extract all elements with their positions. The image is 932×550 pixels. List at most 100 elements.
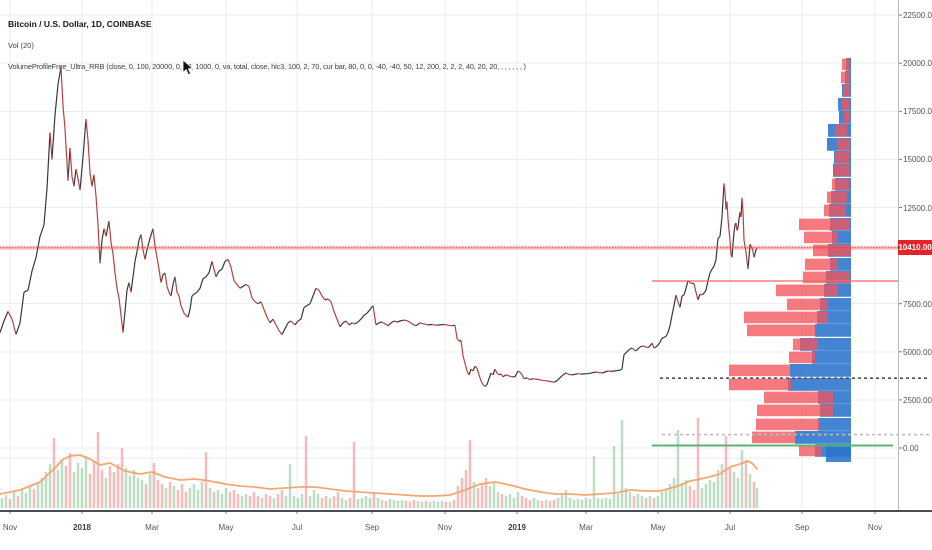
profile-bar-blue: [818, 418, 851, 431]
volume-bar: [164, 488, 168, 508]
volume-bar: [696, 418, 700, 508]
volume-bar: [152, 463, 156, 508]
volume-bar: [664, 490, 668, 508]
volume-bar: [376, 498, 380, 508]
volume-bar: [8, 499, 12, 508]
volume-bar: [140, 480, 144, 508]
volume-bar: [24, 493, 28, 508]
time-axis-label: Nov: [2, 523, 18, 532]
profile-bar-red: [793, 338, 818, 351]
volume-bar: [444, 502, 448, 508]
volume-bar: [228, 492, 232, 508]
volume-bar: [368, 498, 372, 508]
time-axis-label: Jul: [724, 523, 736, 532]
volume-bar: [60, 460, 64, 508]
volume-bar: [732, 472, 736, 508]
volume-bar: [456, 486, 460, 508]
volume-bar: [76, 463, 80, 508]
volume-bar: [40, 478, 44, 508]
volume-bar: [116, 464, 120, 508]
volume-bar: [180, 484, 184, 508]
volume-bar: [348, 498, 352, 508]
profile-bar-red: [729, 364, 790, 377]
volume-bar: [616, 494, 620, 508]
volume-bar: [72, 472, 76, 508]
volume-bar: [84, 456, 88, 508]
volume-bar: [0, 498, 4, 508]
volume-bar: [168, 482, 172, 508]
volume-bar: [244, 494, 248, 508]
volume-bar: [612, 446, 616, 508]
profile-bar-red: [799, 218, 850, 231]
volume-bar: [712, 482, 716, 508]
volume-bar: [56, 470, 60, 508]
symbol-title[interactable]: Bitcoin / U.S. Dollar, 1D, COINBASE: [8, 19, 152, 29]
price-axis-label: 2500.00: [903, 395, 932, 405]
volume-bar: [436, 502, 440, 508]
volume-bar: [540, 501, 544, 508]
time-axis-label: Jul: [291, 523, 303, 532]
volume-ma-line: [0, 454, 758, 497]
price-axis[interactable]: [898, 0, 932, 510]
price-axis-label: 22500.00: [903, 11, 932, 21]
volume-bar: [708, 480, 712, 508]
volume-bar: [604, 498, 608, 508]
volume-bar: [548, 501, 552, 508]
volume-bar: [520, 496, 524, 508]
time-axis-label: Mar: [145, 523, 159, 532]
volume-bar: [552, 500, 556, 508]
volume-bar: [728, 468, 732, 508]
volume-bar: [636, 494, 640, 508]
volume-bar: [748, 474, 752, 508]
volume-bar: [492, 482, 496, 508]
time-axis[interactable]: [0, 510, 932, 550]
price-series-down: [7, 66, 755, 387]
profile-bar-red: [805, 258, 838, 271]
volume-bar: [592, 456, 596, 508]
volume-bar: [496, 492, 500, 508]
profile-bar-red: [843, 84, 850, 97]
volume-bar: [568, 498, 572, 508]
volume-bar: [280, 490, 284, 508]
volume-bar: [724, 436, 728, 508]
current-price-label: 10410.00: [898, 240, 932, 255]
volume-bar: [268, 496, 272, 508]
volume-bar: [428, 502, 432, 508]
volume-profile-indicator-legend[interactable]: VolumeProfileFree_Ultra_RRB (close, 0, 1…: [8, 62, 526, 71]
price-axis-label: 0.00: [903, 444, 919, 453]
profile-bar-red: [776, 284, 838, 297]
volume-indicator-legend[interactable]: Vol (20): [8, 41, 34, 50]
volume-bar: [52, 438, 56, 508]
volume-bar: [68, 453, 72, 508]
profile-bar-red: [834, 164, 850, 177]
volume-bar: [248, 496, 252, 508]
volume-bar: [384, 501, 388, 508]
volume-bar: [755, 488, 759, 508]
current-price-line[interactable]: [0, 245, 898, 250]
profile-bar-red: [764, 391, 833, 404]
volume-bar: [120, 448, 124, 508]
volume-bar: [4, 495, 8, 508]
volume-bar: [508, 494, 512, 508]
profile-bar-blue: [795, 431, 851, 444]
price-axis-label: 7500.00: [903, 299, 932, 309]
volume-bar: [20, 490, 24, 508]
volume-bar: [388, 499, 392, 508]
volume-bar: [232, 490, 236, 508]
volume-bar: [240, 496, 244, 508]
profile-bar-red: [752, 431, 795, 444]
volume-bar: [404, 501, 408, 508]
volume-bar: [408, 502, 412, 508]
volume-bar: [64, 466, 68, 508]
profile-bar-red: [789, 351, 815, 364]
volume-bar: [704, 484, 708, 508]
volume-bar: [220, 494, 224, 508]
time-axis-label: 2019: [508, 523, 526, 532]
volume-bar: [312, 490, 316, 508]
volume-bar: [48, 464, 52, 508]
volume-bar: [600, 499, 604, 508]
volume-bar: [16, 496, 20, 508]
volume-bar: [112, 472, 116, 508]
volume-bar: [524, 498, 528, 508]
